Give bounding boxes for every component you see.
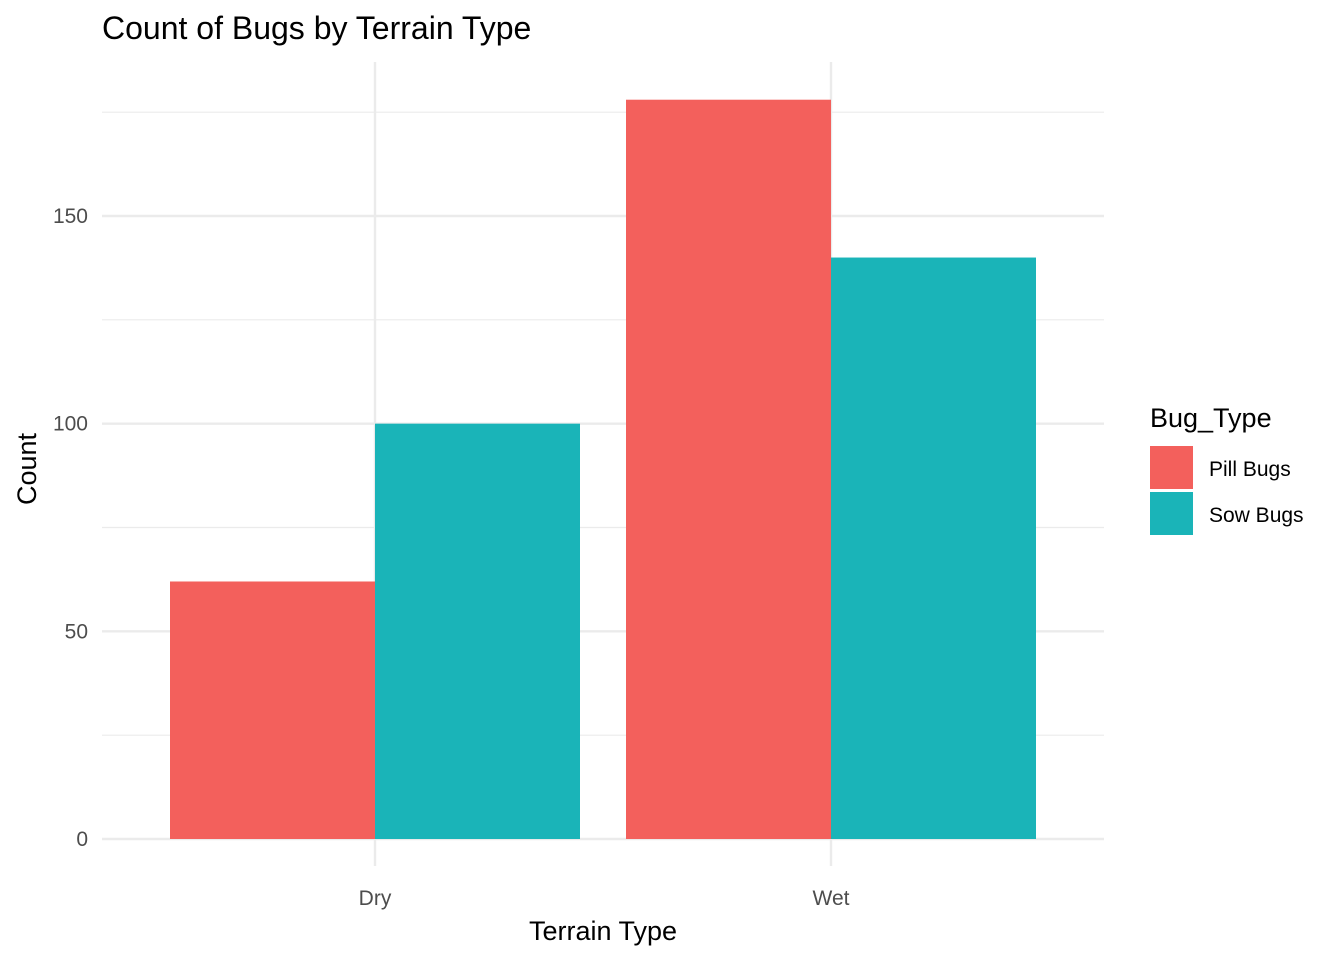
legend-label: Pill Bugs <box>1209 458 1291 481</box>
chart-title: Count of Bugs by Terrain Type <box>102 10 531 46</box>
legend-swatch <box>1150 492 1193 535</box>
x-tick-label: Wet <box>813 887 850 910</box>
bar-wet-sow-bugs <box>831 257 1036 839</box>
bar-dry-pill-bugs <box>170 581 375 839</box>
x-tick-label: Dry <box>359 887 392 910</box>
legend-label: Sow Bugs <box>1209 504 1304 527</box>
bars <box>170 99 1036 839</box>
legend-item: Sow Bugs <box>1150 492 1304 535</box>
y-tick-label: 0 <box>76 828 88 851</box>
legend-title: Bug_Type <box>1150 403 1272 433</box>
y-axis-ticks: 0 50 100 150 <box>53 205 88 851</box>
bar-wet-pill-bugs <box>626 99 831 839</box>
legend-item: Pill Bugs <box>1150 446 1291 489</box>
legend: Bug_Type Pill Bugs Sow Bugs <box>1150 403 1304 535</box>
x-axis-ticks: Dry Wet <box>359 887 850 910</box>
y-tick-label: 150 <box>53 205 88 228</box>
bar-dry-sow-bugs <box>375 423 580 839</box>
y-tick-label: 50 <box>65 620 88 643</box>
y-tick-label: 100 <box>53 413 88 436</box>
legend-swatch <box>1150 446 1193 489</box>
y-axis-title: Count <box>12 432 42 505</box>
x-axis-title: Terrain Type <box>529 916 677 946</box>
